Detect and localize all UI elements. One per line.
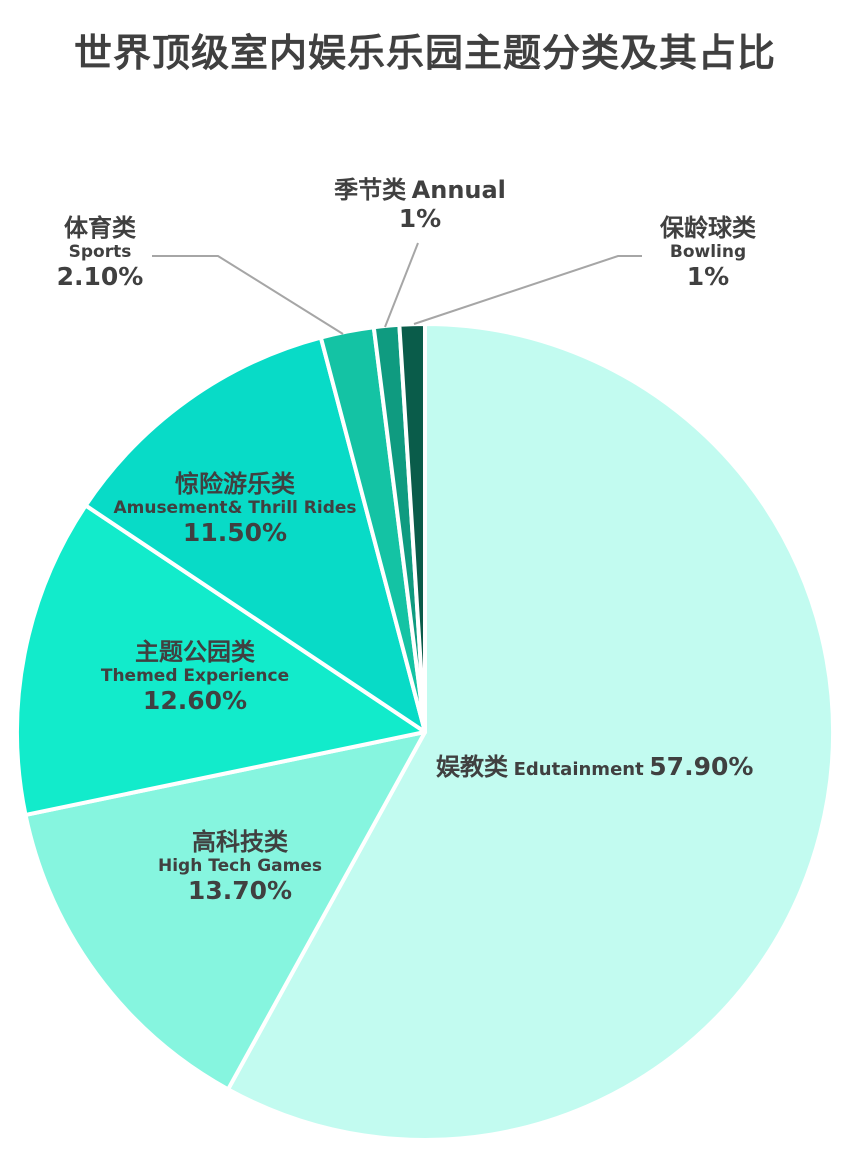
pie-slice-thrill bbox=[83, 335, 427, 734]
pie-slices bbox=[15, 322, 835, 1142]
slice-label-bowling-cn: 保龄球类 bbox=[660, 214, 756, 242]
slice-label-bowling-en: Bowling bbox=[669, 242, 747, 263]
slice-label-hightech-pct: 13.70% bbox=[187, 876, 293, 906]
leader-line-sports bbox=[152, 255, 344, 335]
slice-label-hightech-en: High Tech Games bbox=[158, 856, 322, 877]
chart-title: 世界顶级室内娱乐乐园主题分类及其占比 bbox=[73, 31, 776, 75]
slice-label-sports-en: Sports bbox=[68, 242, 132, 263]
slice-label-edutainment: 娱教类 Edutainment 57.90% bbox=[436, 752, 753, 782]
slice-label-hightech: 高科技类 High Tech Games 13.70% bbox=[130, 828, 350, 906]
slice-label-sports: 体育类 Sports 2.10% bbox=[40, 214, 160, 292]
slice-label-sports-pct: 2.10% bbox=[56, 262, 144, 292]
slice-label-edutainment-cn: 娱教类 bbox=[436, 753, 508, 781]
pie-slice-hightech bbox=[23, 730, 427, 1092]
leader-lines bbox=[152, 242, 642, 335]
slice-label-thrill-en: Amusement& Thrill Rides bbox=[113, 498, 357, 519]
pie-slice-bowling bbox=[397, 322, 427, 734]
slice-label-thrill-pct: 11.50% bbox=[182, 518, 288, 548]
leader-line-bowling bbox=[413, 255, 642, 325]
slice-label-bowling-pct: 1% bbox=[686, 262, 730, 292]
slice-label-themed-pct: 12.60% bbox=[142, 686, 248, 716]
slice-label-bowling: 保龄球类 Bowling 1% bbox=[638, 214, 778, 292]
slice-label-edutainment-en: Edutainment bbox=[513, 759, 644, 780]
slice-label-thrill-cn: 惊险游乐类 bbox=[175, 470, 295, 498]
slice-label-edutainment-pct: 57.90% bbox=[649, 752, 754, 781]
slice-label-themed: 主题公园类 Themed Experience 12.60% bbox=[80, 638, 310, 716]
leader-line-annual bbox=[384, 242, 419, 328]
slice-label-annual-en: Annual bbox=[411, 176, 506, 204]
pie-slice-themed bbox=[15, 503, 427, 817]
slice-label-annual-cn: 季节类 bbox=[334, 176, 407, 204]
slice-label-thrill: 惊险游乐类 Amusement& Thrill Rides 11.50% bbox=[100, 470, 370, 548]
slice-label-themed-en: Themed Experience bbox=[100, 666, 290, 687]
slice-label-annual: 季节类 Annual 1% bbox=[300, 176, 540, 234]
slice-label-hightech-cn: 高科技类 bbox=[192, 828, 288, 856]
slice-label-annual-pct: 1% bbox=[398, 204, 442, 234]
slice-label-themed-cn: 主题公园类 bbox=[135, 638, 255, 666]
slice-label-sports-cn: 体育类 bbox=[64, 214, 136, 242]
pie-slice-edutainment bbox=[226, 322, 835, 1142]
